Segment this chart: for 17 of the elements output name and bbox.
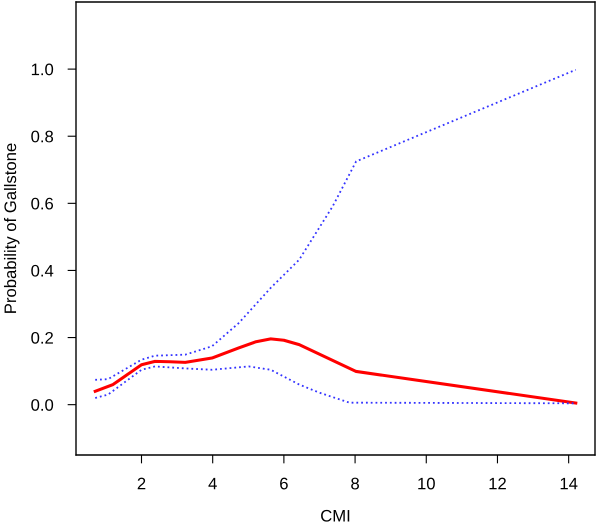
y-tick-label: 0.6 bbox=[31, 198, 54, 210]
x-tick-label: 6 bbox=[280, 478, 288, 490]
x-tick-label: 4 bbox=[208, 478, 217, 490]
x-tick-label: 10 bbox=[418, 478, 435, 490]
y-axis-title: Probability of Gallstone bbox=[4, 144, 20, 313]
x-axis-title: CMI bbox=[321, 510, 350, 522]
line-series bbox=[94, 68, 577, 381]
y-tick-label: 0.0 bbox=[31, 399, 54, 411]
x-tick-label: 8 bbox=[351, 478, 359, 490]
x-tick-label: 12 bbox=[489, 478, 506, 490]
x-tick-label: 2 bbox=[138, 478, 146, 490]
y-tick-label: 0.2 bbox=[31, 332, 53, 344]
y-tick-label: 1.0 bbox=[32, 64, 54, 76]
y-tick-label: 0.8 bbox=[31, 130, 54, 142]
x-tick-label: 14 bbox=[560, 478, 578, 490]
line-series bbox=[94, 337, 578, 405]
y-tick-label: 0.4 bbox=[31, 264, 54, 277]
